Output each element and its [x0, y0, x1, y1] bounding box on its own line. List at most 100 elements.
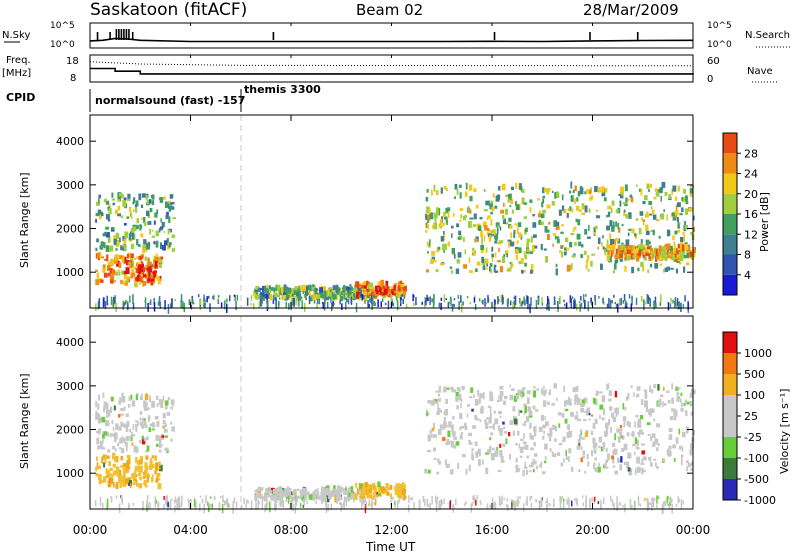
power-cell	[159, 256, 164, 260]
power-cell	[456, 188, 459, 195]
velocity-cell	[503, 426, 505, 430]
power-cell	[392, 302, 395, 307]
velocity-cell	[669, 433, 672, 437]
beam-title: Beam 02	[356, 1, 423, 19]
velocity-cell	[299, 503, 302, 508]
power-cell	[162, 196, 166, 200]
power-cell	[426, 214, 431, 221]
velocity-cell	[580, 457, 583, 463]
velocity-cell	[169, 500, 172, 510]
freq-frame	[89, 54, 694, 83]
velocity-cell	[622, 435, 625, 440]
power-cell	[676, 230, 681, 233]
power-cell	[601, 193, 605, 197]
power-cell	[438, 223, 442, 227]
power-cell	[638, 250, 642, 257]
velocity-cell	[265, 488, 268, 494]
velocity-colorbar-segment	[723, 332, 737, 353]
velocity-cell	[365, 501, 368, 508]
power-cell	[108, 268, 113, 271]
velocity-cell	[652, 497, 655, 508]
velocity-cell	[325, 488, 329, 492]
power-cell	[510, 262, 513, 269]
velocity-cell	[122, 463, 127, 468]
power-cell	[489, 203, 493, 210]
power-cell	[621, 223, 624, 227]
velocity-cell	[377, 493, 381, 497]
power-cell	[361, 294, 363, 301]
velocity-cell	[526, 455, 529, 459]
power-cell	[278, 297, 281, 300]
velocity-cell	[660, 394, 664, 397]
velocity-cell	[334, 491, 338, 497]
velocity-cell	[618, 438, 621, 443]
velocity-cell	[606, 384, 609, 391]
velocity-cell	[139, 465, 142, 470]
velocity-cell	[327, 488, 331, 491]
power-cell	[160, 242, 162, 250]
power-cell	[648, 183, 653, 188]
velocity-cell	[461, 386, 465, 390]
power-cell	[375, 289, 378, 295]
power-cell	[168, 216, 171, 224]
velocity-cell	[163, 428, 168, 433]
power-cell	[658, 245, 662, 253]
power-cell	[627, 249, 631, 254]
power-cell	[623, 245, 628, 249]
power-cell	[578, 209, 582, 212]
velocity-cell	[312, 493, 315, 501]
velocity-cell	[575, 497, 578, 504]
power-colorbar-segment	[723, 274, 737, 295]
velocity-cell	[482, 392, 485, 400]
velocity-cell	[499, 390, 504, 397]
velocity-cell	[396, 483, 400, 491]
power-cell	[606, 254, 610, 262]
power-cell	[659, 187, 663, 194]
velocity-cell	[489, 406, 492, 414]
velocity-cell	[398, 483, 403, 489]
velocity-cell	[326, 495, 330, 503]
velocity-cell	[97, 445, 100, 450]
power-cell	[509, 242, 514, 247]
power-cell	[363, 294, 367, 301]
power-cell	[569, 190, 571, 194]
velocity-cell	[635, 446, 639, 450]
velocity-cell	[501, 501, 503, 504]
power-cell	[126, 216, 129, 219]
power-cell	[627, 198, 630, 201]
velocity-cell	[437, 402, 439, 409]
velocity-cell	[656, 423, 661, 428]
velocity-cell	[299, 491, 302, 495]
velocity-cell	[159, 444, 163, 447]
power-cell	[491, 253, 494, 258]
power-cell	[581, 212, 585, 216]
power-cell	[298, 299, 300, 307]
power-cell	[255, 294, 259, 300]
velocity-cell	[135, 458, 137, 464]
velocity-cell	[521, 389, 525, 393]
velocity-cell	[626, 461, 630, 468]
power-cell	[138, 276, 142, 281]
power-cell	[580, 254, 584, 258]
velocity-cell	[222, 495, 224, 503]
power-cell	[558, 209, 562, 216]
velocity-cell	[569, 403, 573, 406]
power-cell	[573, 298, 576, 301]
power-cell	[680, 302, 682, 312]
velocity-cell	[373, 486, 375, 490]
power-cell	[609, 233, 612, 240]
velocity-cell	[166, 495, 169, 503]
velocity-cell	[167, 501, 169, 507]
velocity-cell	[398, 483, 401, 486]
power-cell	[666, 214, 668, 221]
power-cell	[437, 246, 441, 251]
power-cell	[144, 297, 147, 308]
power-cell	[136, 262, 140, 266]
velocity-cell	[336, 495, 338, 498]
power-cell	[531, 236, 533, 243]
power-cell	[291, 294, 296, 298]
velocity-cell	[627, 467, 631, 472]
power-cell	[682, 249, 686, 255]
power-cell	[158, 296, 161, 306]
power-cell	[619, 195, 624, 199]
